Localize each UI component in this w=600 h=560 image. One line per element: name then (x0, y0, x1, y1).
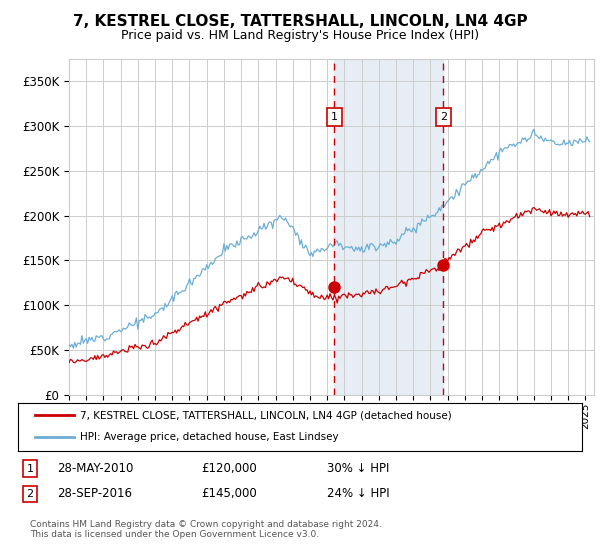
Text: £145,000: £145,000 (201, 487, 257, 501)
Text: 7, KESTREL CLOSE, TATTERSHALL, LINCOLN, LN4 4GP (detached house): 7, KESTREL CLOSE, TATTERSHALL, LINCOLN, … (80, 410, 452, 420)
Text: 24% ↓ HPI: 24% ↓ HPI (327, 487, 389, 501)
Text: HPI: Average price, detached house, East Lindsey: HPI: Average price, detached house, East… (80, 432, 338, 442)
Text: 7, KESTREL CLOSE, TATTERSHALL, LINCOLN, LN4 4GP: 7, KESTREL CLOSE, TATTERSHALL, LINCOLN, … (73, 14, 527, 29)
Text: 30% ↓ HPI: 30% ↓ HPI (327, 462, 389, 475)
Text: 1: 1 (331, 112, 338, 122)
Text: 28-MAY-2010: 28-MAY-2010 (57, 462, 133, 475)
Bar (334, 59, 443, 395)
Text: 1: 1 (26, 464, 34, 474)
Text: Contains HM Land Registry data © Crown copyright and database right 2024.
This d: Contains HM Land Registry data © Crown c… (30, 520, 382, 539)
Text: 28-SEP-2016: 28-SEP-2016 (57, 487, 132, 501)
Text: Price paid vs. HM Land Registry's House Price Index (HPI): Price paid vs. HM Land Registry's House … (121, 29, 479, 42)
Text: 2: 2 (26, 489, 34, 499)
Text: £120,000: £120,000 (201, 462, 257, 475)
Text: 2: 2 (440, 112, 447, 122)
